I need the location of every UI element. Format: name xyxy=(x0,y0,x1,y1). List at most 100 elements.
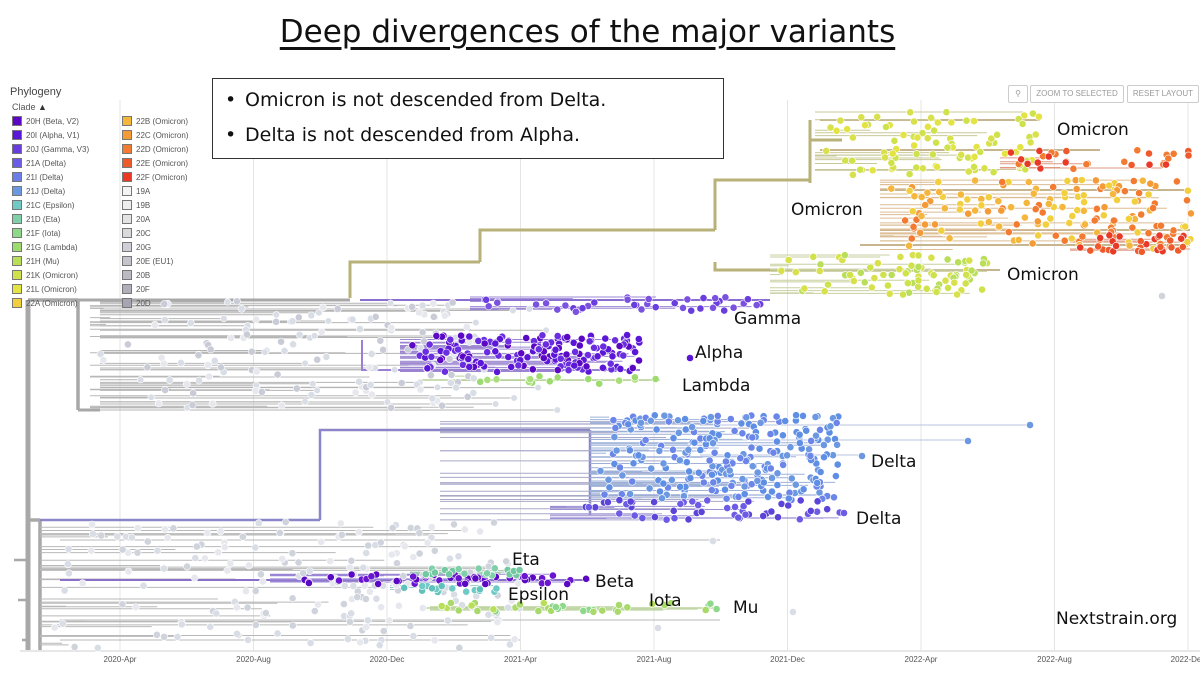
tree-tip[interactable] xyxy=(910,117,918,126)
tree-tip[interactable] xyxy=(843,125,852,134)
tree-tip[interactable] xyxy=(940,204,949,213)
tree-tip[interactable] xyxy=(289,340,297,349)
tree-tip[interactable] xyxy=(1100,203,1109,212)
tree-tip[interactable] xyxy=(795,515,804,524)
tree-tip[interactable] xyxy=(823,505,832,514)
tree-tip[interactable] xyxy=(427,352,436,361)
legend-item[interactable]: 20A xyxy=(122,214,150,225)
tree-tip[interactable] xyxy=(933,162,941,171)
tree-tip[interactable] xyxy=(216,527,225,536)
tree-tip[interactable] xyxy=(1033,158,1042,167)
tree-tip[interactable] xyxy=(630,300,639,309)
tree-tip[interactable] xyxy=(840,509,848,517)
tree-tip[interactable] xyxy=(1028,239,1037,248)
tree-tip[interactable] xyxy=(957,150,966,159)
tree-tip[interactable] xyxy=(1044,199,1053,208)
tree-tip[interactable] xyxy=(416,385,425,394)
tree-tip[interactable] xyxy=(787,474,796,483)
tree-tip[interactable] xyxy=(772,412,781,421)
tree-tip[interactable] xyxy=(570,361,579,370)
tree-tip[interactable] xyxy=(473,607,482,615)
tree-tip[interactable] xyxy=(914,251,923,260)
tree-tip[interactable] xyxy=(699,294,708,302)
tree-tip[interactable] xyxy=(908,207,917,216)
tree-tip[interactable] xyxy=(660,411,669,420)
tree-tip[interactable] xyxy=(476,527,484,536)
tree-tip[interactable] xyxy=(861,121,869,130)
tree-tip[interactable] xyxy=(97,531,106,540)
tree-tip[interactable] xyxy=(1079,206,1088,215)
tree-tip[interactable] xyxy=(502,557,511,566)
tree-tip[interactable] xyxy=(577,334,586,343)
tree-tip[interactable] xyxy=(618,471,627,480)
tree-tip[interactable] xyxy=(448,584,457,593)
tree-tip[interactable] xyxy=(584,503,593,512)
tree-tip[interactable] xyxy=(1184,186,1192,195)
tree-tip[interactable] xyxy=(562,350,571,359)
tree-tip[interactable] xyxy=(961,279,970,288)
tree-tip[interactable] xyxy=(1051,231,1060,240)
tree-tip[interactable] xyxy=(223,566,232,575)
tree-tip[interactable] xyxy=(984,193,993,202)
tree-tip[interactable] xyxy=(943,255,952,264)
tree-tip[interactable] xyxy=(970,117,978,125)
tree-tip[interactable] xyxy=(304,579,313,587)
tree-tip[interactable] xyxy=(131,603,140,611)
tree-tip[interactable] xyxy=(208,399,217,408)
tree-tip[interactable] xyxy=(726,415,735,423)
tree-tip[interactable] xyxy=(437,582,446,590)
tree-tip[interactable] xyxy=(542,340,550,349)
tree-tip[interactable] xyxy=(932,288,941,296)
tree-tip[interactable] xyxy=(277,337,285,346)
tree-tip[interactable] xyxy=(242,330,251,339)
legend-item[interactable]: 21K (Omicron) xyxy=(12,270,78,281)
tree-tip[interactable] xyxy=(515,566,524,574)
tree-tip[interactable] xyxy=(1121,187,1129,196)
tree-tip[interactable] xyxy=(206,345,215,354)
tree-tip[interactable] xyxy=(931,220,939,229)
tree-tip[interactable] xyxy=(294,558,303,567)
tree-tip[interactable] xyxy=(784,256,793,264)
tree-tip[interactable] xyxy=(543,579,552,587)
tree-tip[interactable] xyxy=(1060,236,1069,245)
tree-tip[interactable] xyxy=(922,284,931,293)
tree-tip[interactable] xyxy=(1162,160,1170,169)
tree-tip[interactable] xyxy=(542,299,550,308)
tree-tip[interactable] xyxy=(645,484,654,493)
tree-tip[interactable] xyxy=(272,317,280,326)
tree-tip[interactable] xyxy=(670,299,679,308)
tree-tip[interactable] xyxy=(668,475,676,484)
tree-tip[interactable] xyxy=(1058,203,1067,211)
tree-tip[interactable] xyxy=(1135,189,1143,197)
tree-tip[interactable] xyxy=(299,569,307,578)
tree-tip[interactable] xyxy=(1093,204,1101,213)
tree-tip[interactable] xyxy=(345,618,354,626)
tree-tip[interactable] xyxy=(1129,177,1138,185)
tree-tip[interactable] xyxy=(942,108,951,117)
tree-tip[interactable] xyxy=(214,548,223,557)
tree-tip[interactable] xyxy=(251,587,260,595)
tree-tip[interactable] xyxy=(722,457,730,466)
tree-tip[interactable] xyxy=(963,195,972,204)
tree-tip[interactable] xyxy=(445,570,453,579)
tree-tip[interactable] xyxy=(912,149,921,158)
tree-tip[interactable] xyxy=(997,206,1006,215)
tree-tip[interactable] xyxy=(367,390,376,399)
tree-tip[interactable] xyxy=(124,340,132,349)
tree-tip[interactable] xyxy=(964,209,973,218)
tree-tip[interactable] xyxy=(995,222,1003,231)
tree-tip[interactable] xyxy=(923,134,932,143)
tree-tip[interactable] xyxy=(1004,228,1013,236)
tree-tip[interactable] xyxy=(604,498,612,507)
tree-tip[interactable] xyxy=(484,610,493,619)
tree-tip[interactable] xyxy=(220,315,228,323)
tree-tip[interactable] xyxy=(882,123,890,131)
tree-tip[interactable] xyxy=(1020,111,1029,120)
zoom-to-selected-button[interactable]: ZOOM TO SELECTED xyxy=(1030,85,1124,103)
tree-tip[interactable] xyxy=(595,379,604,388)
tree-tip[interactable] xyxy=(233,603,241,612)
tree-tip[interactable] xyxy=(484,302,493,311)
tree-tip[interactable] xyxy=(650,498,658,506)
tree-tip[interactable] xyxy=(707,486,716,494)
tree-tip[interactable] xyxy=(756,418,765,427)
